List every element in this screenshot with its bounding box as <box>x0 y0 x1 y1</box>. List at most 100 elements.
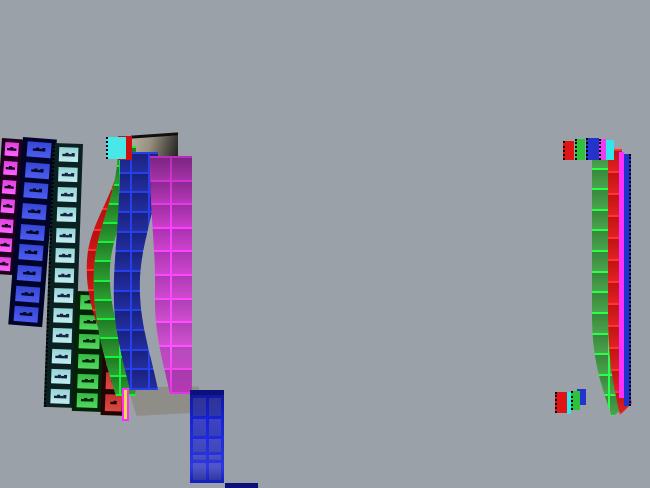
panel-cell[interactable]: ▄▆▄ <box>1 180 17 195</box>
panel-cell[interactable] <box>114 292 130 310</box>
hang-panel-red-bottomright[interactable] <box>555 392 567 413</box>
panel-cell[interactable] <box>132 272 148 290</box>
panel-cell[interactable] <box>132 193 148 211</box>
panel-cell[interactable]: ▄▆▄ <box>0 256 11 272</box>
cap-panel-magenta-topright[interactable] <box>599 139 606 160</box>
panel-block-blue-left-1[interactable] <box>190 390 224 483</box>
panel-cell[interactable]: ▄▆▄▆ <box>76 393 98 409</box>
panel-cell[interactable] <box>592 190 608 209</box>
panel-cell[interactable]: ▄▆▄▆ <box>50 388 71 404</box>
hang-panel-green-bottomright[interactable] <box>571 391 580 410</box>
panel-cell[interactable]: ▄▆▄▆ <box>54 267 75 284</box>
panel-cell[interactable] <box>592 211 608 230</box>
hang-panel-cyan-bottomright[interactable] <box>567 392 571 414</box>
panel-cell[interactable] <box>132 311 148 329</box>
panel-cell[interactable]: ▄▆▄▆ <box>56 207 77 223</box>
panel-cell[interactable]: ▄▆▄ <box>0 218 14 233</box>
panel-cell[interactable] <box>132 331 148 349</box>
panel-cell[interactable]: ▄▆▄▆ <box>18 244 44 262</box>
panel-cell[interactable] <box>114 311 130 329</box>
panel-cell[interactable] <box>172 229 192 251</box>
cap-panel-blue-topright[interactable] <box>586 138 599 160</box>
panel-cell[interactable] <box>193 438 206 453</box>
panel-cell[interactable]: ▄▆▄▆ <box>51 348 72 364</box>
panel-cell[interactable] <box>150 252 170 274</box>
panel-cell[interactable] <box>208 438 221 453</box>
panel-cell[interactable]: ▄▆▄▆ <box>58 167 78 183</box>
panel-cell[interactable]: ▄▆▄▆ <box>57 187 78 203</box>
panel-cell[interactable] <box>172 182 192 204</box>
panel-cell[interactable] <box>172 158 192 180</box>
panel-cell[interactable] <box>150 276 170 298</box>
panel-cell[interactable]: ▄▆▄▆ <box>55 247 75 263</box>
panel-cell[interactable] <box>132 370 148 388</box>
hanging-sliver-left[interactable] <box>122 388 129 421</box>
panel-cell[interactable] <box>592 231 608 250</box>
panel-cell[interactable] <box>193 463 206 480</box>
panel-cell[interactable] <box>592 293 608 312</box>
cap-panel-cyan-topright[interactable] <box>606 140 614 160</box>
panel-cell[interactable]: ▄▆▄▆ <box>16 264 42 282</box>
panel-cell[interactable] <box>132 292 148 310</box>
panel-cell[interactable] <box>172 276 192 298</box>
panel-cell[interactable] <box>172 323 192 345</box>
panel-cell[interactable] <box>132 174 148 192</box>
edge-sliver-blue[interactable] <box>624 154 631 406</box>
panel-cell[interactable] <box>132 351 148 369</box>
panel-cell[interactable] <box>193 398 206 417</box>
panel-cell[interactable] <box>592 314 608 333</box>
panel-cell[interactable]: ▄▆▄▆ <box>77 373 99 389</box>
panel-cell[interactable]: ▄▆▄▆ <box>26 141 52 159</box>
panel-cell[interactable] <box>592 335 608 354</box>
edge-sliver-magenta[interactable] <box>619 152 624 398</box>
panel-cell[interactable] <box>193 455 206 461</box>
panel-cell[interactable] <box>592 273 608 292</box>
panel-cell[interactable]: ▄▆▄ <box>4 141 19 157</box>
panel-cell[interactable]: ▄▆▄▆ <box>24 161 50 179</box>
panel-cell[interactable]: ▄▆▄▆ <box>51 368 71 384</box>
panel-cell[interactable] <box>172 300 192 322</box>
panel-cell[interactable]: ▄▆▄▆ <box>53 288 74 304</box>
panel-cell[interactable]: ▄▆▄▆ <box>53 308 73 324</box>
panel-cell[interactable] <box>132 154 148 172</box>
panel-cell[interactable] <box>592 252 608 271</box>
panel-cell[interactable]: ▄▆▄▆ <box>77 353 100 369</box>
panel-cell[interactable] <box>150 229 170 251</box>
panel-cell[interactable] <box>132 233 148 251</box>
panel-cell[interactable]: ▄▆▄▆ <box>58 147 79 163</box>
panel-cell[interactable] <box>94 167 119 184</box>
panel-cell[interactable] <box>114 272 130 290</box>
panel-cell[interactable] <box>193 419 206 436</box>
panel-cell[interactable] <box>592 170 608 189</box>
panel-cell[interactable]: ▄▆▄ <box>0 237 13 253</box>
panel-cell[interactable] <box>592 355 608 374</box>
cap-panel-cyan-topleft[interactable] <box>106 137 126 159</box>
panel-cell[interactable] <box>150 158 170 180</box>
panel-cell[interactable]: ▄▆▄▆ <box>23 182 49 200</box>
panel-cell[interactable] <box>208 419 221 436</box>
panel-cell[interactable]: ▄▆▄▆ <box>20 223 46 241</box>
panel-cell[interactable]: ▄▆▄▆ <box>78 334 100 350</box>
panel-block-blue-left-2[interactable] <box>225 483 258 488</box>
panel-cell[interactable] <box>150 205 170 227</box>
hang-panel-blue-bottomright[interactable] <box>577 389 586 405</box>
panel-cell[interactable]: ▄▆▄ <box>3 161 18 176</box>
panel-cell[interactable] <box>150 323 170 345</box>
panel-cell[interactable]: ▄▆▄▆ <box>15 285 41 303</box>
cap-panel-green-topright[interactable] <box>575 139 585 160</box>
panel-cell[interactable] <box>150 300 170 322</box>
panel-cell[interactable] <box>208 463 221 480</box>
panel-cell[interactable] <box>208 398 221 417</box>
panel-cell[interactable] <box>592 376 608 395</box>
panel-cell[interactable]: ▄▆ <box>104 394 123 412</box>
panel-cell[interactable] <box>94 320 119 337</box>
panel-cell[interactable] <box>172 252 192 274</box>
panel-cell[interactable] <box>132 213 148 231</box>
panel-cell[interactable]: ▄▆▄▆ <box>55 227 76 243</box>
panel-cell[interactable] <box>592 396 608 415</box>
panel-cell[interactable] <box>150 182 170 204</box>
panel-cell[interactable] <box>172 205 192 227</box>
panel-cell[interactable] <box>172 370 192 392</box>
panel-column-magenta-left[interactable] <box>148 156 194 394</box>
